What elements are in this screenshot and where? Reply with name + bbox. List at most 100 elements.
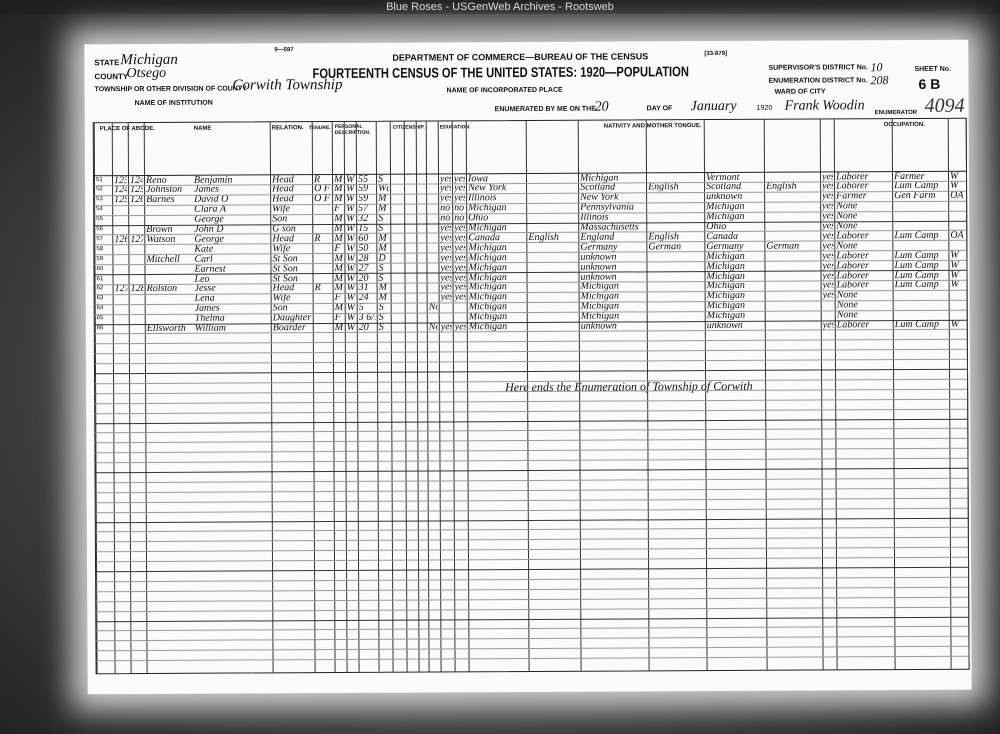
- cell-family: 124: [129, 175, 144, 185]
- cell-english: yes: [822, 201, 834, 211]
- cell-sex: M: [334, 263, 343, 273]
- cell-surname: [147, 304, 192, 313]
- cell-race: W: [346, 273, 355, 283]
- cell-f-tongue: [649, 311, 704, 320]
- cell-school: [428, 204, 437, 213]
- cell-industry: Farmer: [893, 171, 925, 181]
- cell-m-tongue: [766, 221, 819, 230]
- cell-sex: M: [334, 273, 343, 283]
- cell-birthplace: Michigan: [468, 312, 508, 322]
- row-rule: [95, 457, 968, 464]
- end-note: Here ends the Enumeration of Township of…: [505, 379, 753, 395]
- cell-given: James: [194, 184, 220, 195]
- cell-f-tongue: [649, 321, 704, 330]
- cell-english: yes: [822, 181, 834, 191]
- cell-occupation: Laborer: [836, 250, 869, 261]
- cell-given: Leo: [194, 273, 210, 284]
- cell-read: no: [440, 213, 451, 223]
- cell-tongue: [528, 203, 577, 212]
- cell-m-tongue: [766, 212, 819, 221]
- cell-occupation: None: [836, 211, 858, 221]
- cell-surname: [146, 245, 191, 254]
- cell-write: yes: [454, 193, 466, 203]
- cell-sex: M: [334, 303, 344, 313]
- cell-tenure: [314, 264, 331, 273]
- cell-surname: [146, 205, 191, 214]
- cell-tenure: [315, 313, 332, 322]
- cell-age: 32: [358, 213, 369, 223]
- day-of-label: DAY OF: [646, 105, 673, 113]
- row-rule: [95, 418, 968, 424]
- cell-f-birth: Illinois: [580, 212, 609, 222]
- cell-family: [131, 324, 144, 333]
- cell-line: 52: [96, 186, 103, 193]
- cell-sex: M: [334, 194, 343, 204]
- cell-race: W: [346, 283, 355, 293]
- cell-read: yes: [440, 322, 452, 332]
- cell-family: [131, 275, 144, 284]
- table-row: 65 Thelma Daughter F W 3 6/12 S Michigan Michiga…: [94, 119, 966, 323]
- cell-relation: G son: [272, 224, 296, 234]
- cell-industry: Lum Camp: [894, 181, 939, 191]
- cell-school: [428, 223, 437, 232]
- cell-m-birth: Ohio: [706, 221, 727, 232]
- cell-relation: St Son: [272, 273, 298, 283]
- cell-tenure: [314, 224, 331, 233]
- row-rule: [96, 626, 969, 632]
- cell-m-birth: Scotland: [706, 182, 742, 192]
- cell-surname: Watson: [146, 234, 176, 244]
- cell-f-birth: unknown: [580, 252, 617, 262]
- cell-family: [131, 304, 144, 313]
- cell-dwelling: [114, 245, 127, 254]
- row-rule: [95, 536, 968, 543]
- census-sheet: STATE Michigan COUNTY Otsego TOWNSHIP OR…: [84, 39, 972, 695]
- cell-age: 59: [358, 194, 369, 204]
- cell-surname: Barnes: [146, 195, 175, 205]
- cell-tenure: R: [313, 174, 321, 184]
- cell-occupation: Laborer: [836, 270, 869, 280]
- cell-m-birth: Michigan: [706, 201, 745, 212]
- cell-birthplace: Michigan: [468, 292, 507, 302]
- cell-tongue: [528, 183, 577, 192]
- row-rule: [96, 566, 969, 573]
- cell-tongue: English: [528, 232, 559, 242]
- cell-age: 20: [358, 322, 369, 332]
- cell-surname: Ellsworth: [146, 323, 186, 333]
- cell-m-birth: Michigan: [706, 291, 745, 301]
- cell-school: [428, 253, 437, 262]
- cell-read: yes: [440, 233, 452, 243]
- cell-given: George: [194, 214, 224, 224]
- stamp-number: 4094: [924, 94, 965, 117]
- cell-line: 51: [95, 176, 103, 183]
- cell-sex: M: [334, 184, 343, 194]
- cell-occupation: Laborer: [835, 171, 869, 181]
- cell-occupation: Laborer: [836, 280, 870, 290]
- cell-line: 59: [96, 255, 104, 262]
- cell-tenure: O F: [314, 194, 330, 204]
- cell-m-tongue: [767, 311, 820, 320]
- cell-write: yes: [454, 243, 466, 253]
- cell-class: W: [950, 270, 959, 280]
- cell-m-tongue: German: [766, 241, 800, 251]
- cell-read: yes: [440, 262, 452, 273]
- cell-family: [131, 314, 144, 323]
- row-rule: [96, 596, 969, 602]
- cell-school: [428, 184, 437, 193]
- cell-age: 15: [358, 223, 369, 233]
- cell-f-tongue: [648, 192, 703, 201]
- cell-m-tongue: [766, 261, 819, 270]
- cell-birthplace: New York: [468, 183, 507, 193]
- cell-dwelling: [114, 205, 127, 214]
- cell-school: [429, 293, 438, 302]
- row-rule: [95, 467, 968, 474]
- cell-birthplace: Michigan: [468, 242, 507, 253]
- cell-f-birth: Germany: [580, 242, 618, 252]
- cell-marital: M: [378, 243, 387, 253]
- row-rule: [96, 586, 969, 593]
- cell-tongue: [529, 302, 578, 311]
- sheet-number: 6 B: [918, 75, 941, 92]
- cell-write: yes: [453, 173, 466, 183]
